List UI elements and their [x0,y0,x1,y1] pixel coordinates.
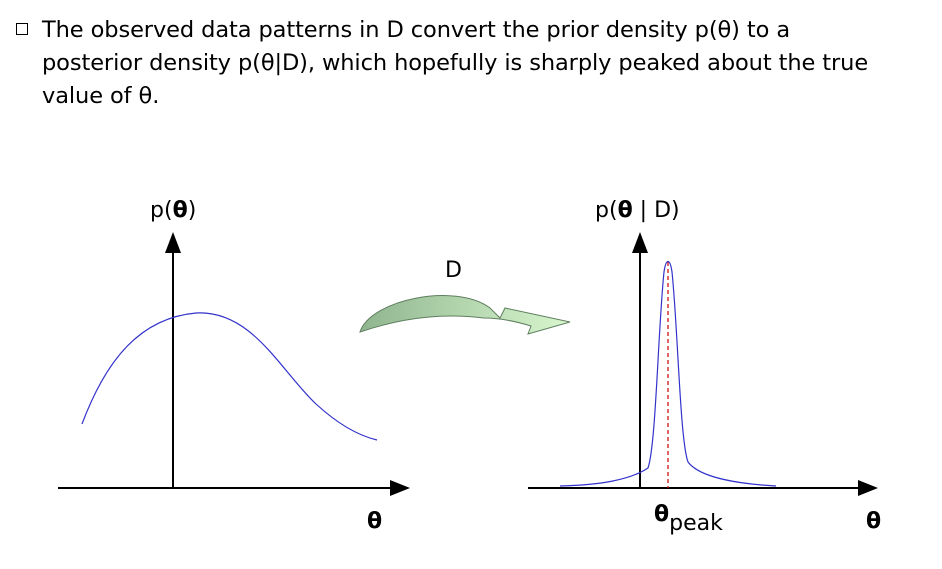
bullet-line-3: value of θ. [42,83,160,109]
posterior-y-arrowhead-icon [632,232,648,253]
bullet-square-icon [16,23,28,35]
data-transform-arrow: D [359,258,571,335]
prior-ylabel: p(θ) [150,198,196,223]
prior-density-curve [81,312,378,441]
arrow-label: D [445,258,462,283]
posterior-xlabel: θ [866,509,881,534]
bullet-text: The observed data patterns in D convert … [42,14,868,113]
prior-y-arrowhead-icon [165,232,181,253]
bullet-line-1: The observed data patterns in D convert … [42,17,791,43]
curved-arrow-icon [359,295,571,335]
prior-plot: p(θ) θ [58,198,410,534]
posterior-density-curve [559,260,777,487]
bullet-row: The observed data patterns in D convert … [8,14,934,113]
theta-peak-label: θpeak [654,502,723,536]
prior-xlabel: θ [367,509,382,534]
bullet-line-2: posterior density p(θ|D), which hopefull… [42,50,869,76]
posterior-plot: p(θ | D) θpeak θ [528,198,881,536]
prior-x-arrowhead-icon [390,480,410,496]
posterior-ylabel: p(θ | D) [595,198,680,223]
posterior-x-arrowhead-icon [858,480,878,496]
